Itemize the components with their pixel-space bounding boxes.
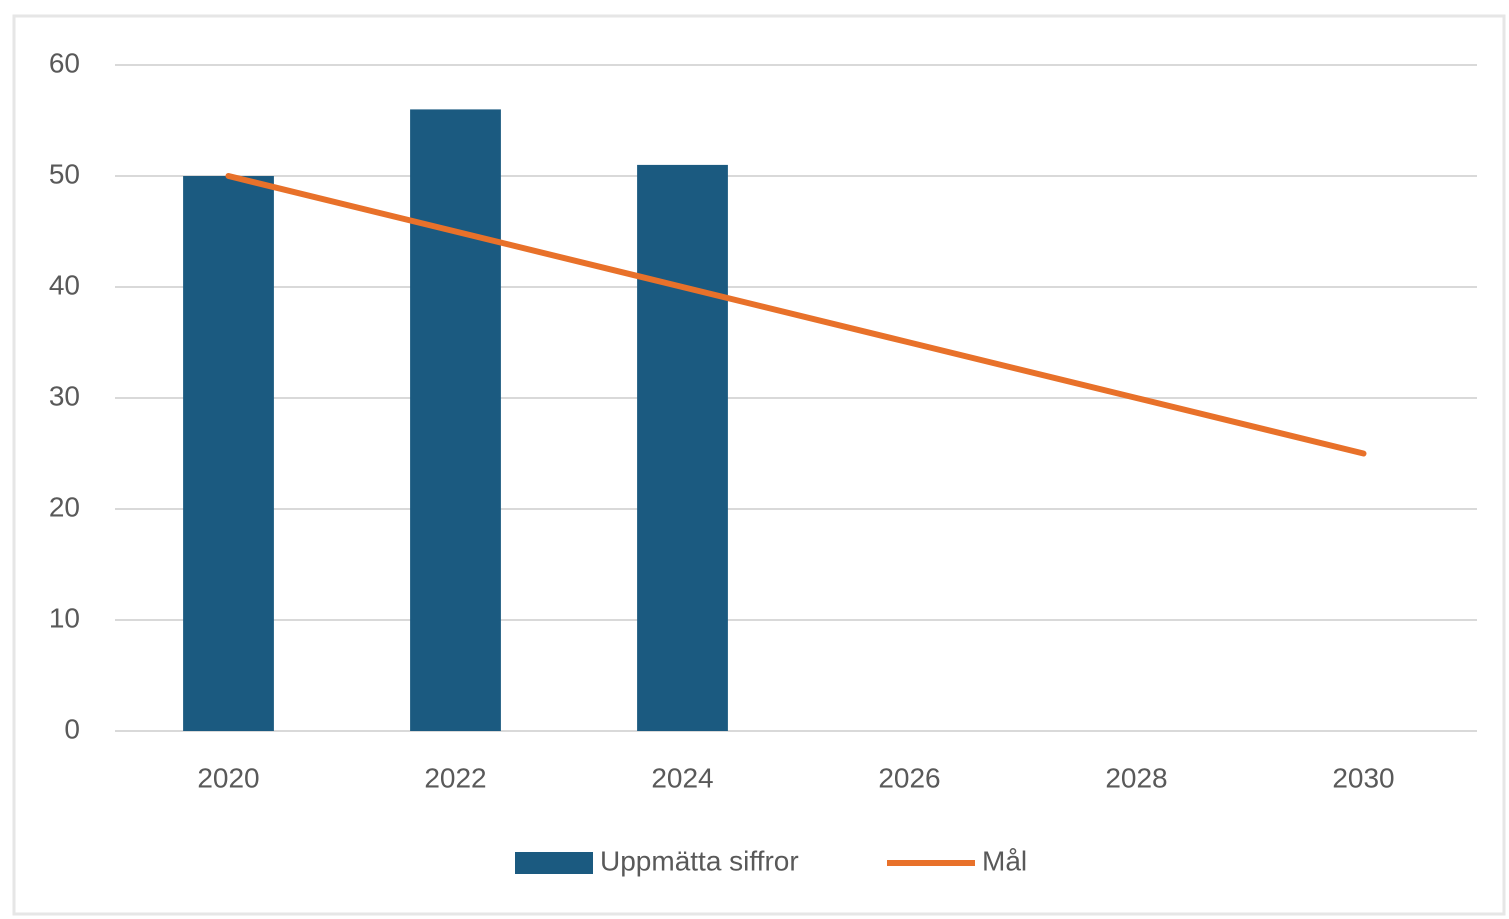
legend-label: Mål xyxy=(982,845,1027,876)
x-tick-label: 2026 xyxy=(878,762,940,793)
y-tick-label: 0 xyxy=(64,713,80,744)
x-tick-label: 2022 xyxy=(424,762,486,793)
bar xyxy=(410,109,501,731)
x-tick-label: 2030 xyxy=(1332,762,1394,793)
y-tick-label: 60 xyxy=(49,47,80,78)
y-tick-label: 30 xyxy=(49,380,80,411)
y-tick-label: 20 xyxy=(49,491,80,522)
line xyxy=(225,173,1367,457)
x-tick-label: 2024 xyxy=(651,762,713,793)
y-tick-label: 10 xyxy=(49,602,80,633)
bar xyxy=(637,164,728,731)
legend-label: Uppmätta siffror xyxy=(600,845,799,876)
x-tick-label: 2020 xyxy=(197,762,259,793)
bar xyxy=(183,176,274,731)
y-tick-label: 50 xyxy=(49,158,80,189)
x-tick-label: 2028 xyxy=(1105,762,1167,793)
legend-swatch xyxy=(515,852,593,874)
y-tick-label: 40 xyxy=(49,269,80,300)
